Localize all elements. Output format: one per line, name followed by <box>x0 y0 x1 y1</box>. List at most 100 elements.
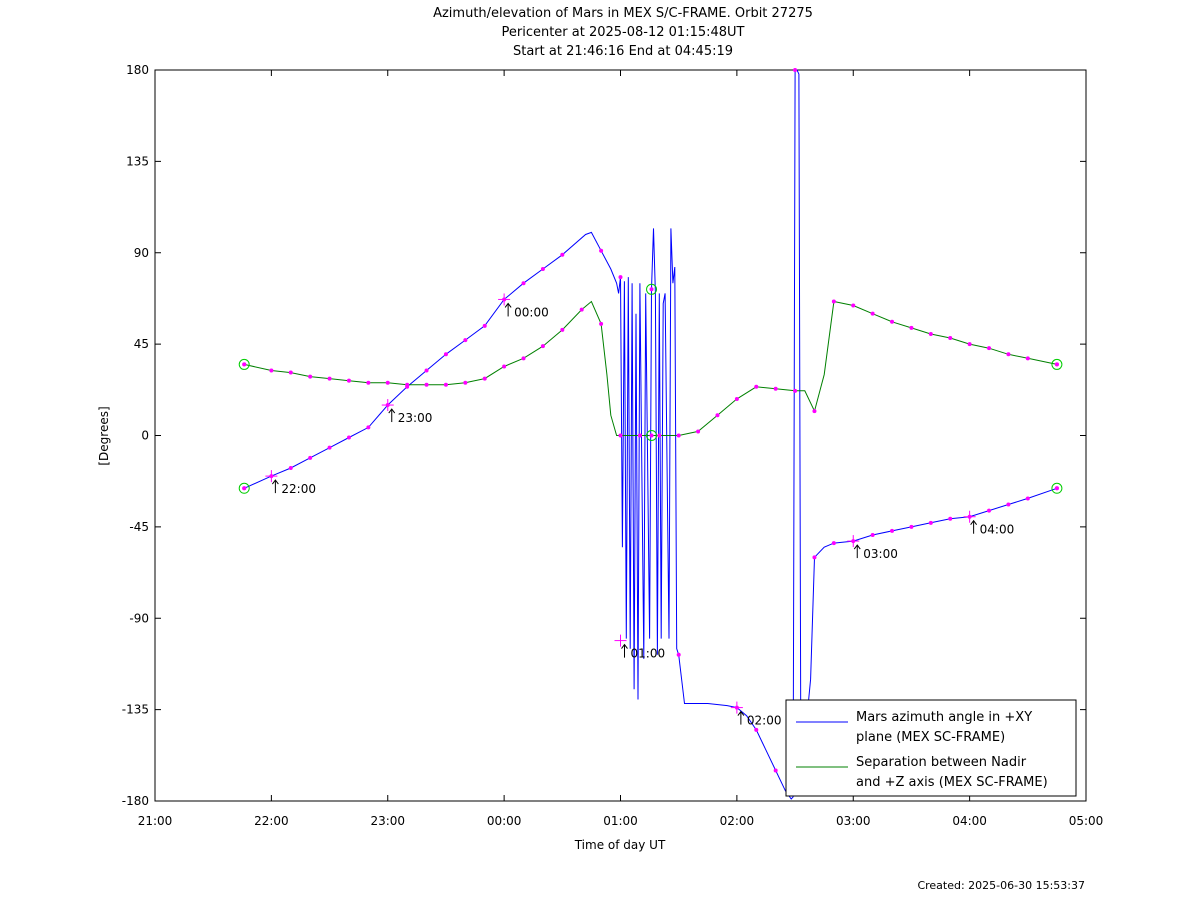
y-tick-label: 180 <box>126 63 149 77</box>
chart-title: Azimuth/elevation of Mars in MEX S/C-FRA… <box>433 6 813 59</box>
hour-arrow-head <box>504 302 512 308</box>
endpoint-dot <box>1054 486 1059 491</box>
y-tick-label: -180 <box>122 794 149 808</box>
series-marker-azimuth <box>1025 496 1030 501</box>
hour-arrow-head <box>271 479 279 485</box>
endpoint-dot <box>242 486 247 491</box>
series-marker-azimuth <box>870 532 875 537</box>
series-marker-separation <box>948 336 953 341</box>
series-marker-azimuth <box>424 368 429 373</box>
x-axis: 21:00 22:00 23:00 00:00 01:00 02:00 03:00 04:00… <box>138 70 1104 828</box>
series-marker-separation <box>773 386 778 391</box>
series-marker-azimuth <box>793 68 798 72</box>
series-marker-azimuth <box>521 281 526 286</box>
series-marker-separation <box>1025 356 1030 361</box>
endpoint-dot <box>649 433 654 438</box>
series-marker-azimuth <box>560 252 565 257</box>
x-tick-label: 04:00 <box>952 814 987 828</box>
series-marker-separation <box>870 311 875 316</box>
x-tick-label: 00:00 <box>487 814 522 828</box>
series-marker-azimuth <box>676 652 681 657</box>
endpoint-circle <box>646 430 658 441</box>
series-marker-azimuth <box>346 435 351 440</box>
endpoint-circle <box>238 482 250 494</box>
series-marker-separation <box>967 342 972 347</box>
x-tick-label: 23:00 <box>370 814 405 828</box>
x-tick-label: 22:00 <box>254 814 289 828</box>
series-marker-separation <box>909 325 914 330</box>
hour-annotations: 22:00 23:00 00:00 01:00 02:00 03:00 04:00 <box>238 283 1063 728</box>
y-tick-label: -90 <box>129 611 149 625</box>
series-marker-separation <box>288 370 293 375</box>
series-marker-separation <box>521 356 526 361</box>
series-marker-separation <box>502 364 507 369</box>
series-marker-separation <box>443 382 448 387</box>
series-marker-azimuth <box>540 266 545 271</box>
y-axis: 180 135 90 45 0 -45 -90 -135 -180 <box>122 63 1086 808</box>
series-marker-separation <box>657 433 662 438</box>
y-tick-label: 0 <box>141 429 149 443</box>
series-marker-azimuth <box>773 768 778 773</box>
hour-annotation-label: 04:00 <box>980 523 1015 537</box>
title-line-2: Pericenter at 2025-08-12 01:15:48UT <box>501 25 744 40</box>
series-marker-separation <box>831 299 836 304</box>
series-marker-azimuth <box>909 524 914 529</box>
series-marker-separation <box>560 327 565 332</box>
series-marker-separation <box>463 380 468 385</box>
series-marker-separation <box>269 368 274 373</box>
hour-annotation-label: 22:00 <box>281 482 316 496</box>
series-marker-azimuth <box>831 541 836 546</box>
endpoint-circle <box>1051 358 1063 370</box>
series-marker-separation <box>734 396 739 401</box>
x-tick-label: 01:00 <box>603 814 638 828</box>
hour-annotation-label: 01:00 <box>631 647 666 661</box>
hour-arrow-head <box>621 643 628 649</box>
series-marker-separation <box>424 382 429 387</box>
series-marker-separation <box>793 388 798 393</box>
series-marker-azimuth <box>812 555 817 560</box>
series-marker-separation <box>540 344 545 349</box>
title-line-1: Azimuth/elevation of Mars in MEX S/C-FRA… <box>433 6 813 21</box>
series-line-azimuth <box>243 69 1058 800</box>
series-marker-azimuth <box>366 425 371 430</box>
series-marker-separation <box>637 433 642 438</box>
endpoint-circle <box>646 283 658 295</box>
legend-label-azimuth-line-1: Mars azimuth angle in +XY <box>856 710 1032 725</box>
legend: Mars azimuth angle in +XY plane (MEX SC-… <box>785 699 1077 797</box>
series-marker-azimuth <box>987 508 992 513</box>
series-marker-azimuth <box>443 352 448 357</box>
series-marker-separation <box>696 429 701 434</box>
series-marker-separation <box>579 307 584 312</box>
series-marker-separation <box>366 380 371 385</box>
series-marker-separation <box>308 374 313 379</box>
series-marker-azimuth <box>308 455 313 460</box>
series-marker-separation <box>676 433 681 438</box>
y-tick-label: 135 <box>126 154 149 168</box>
series-marker-separation <box>327 376 332 381</box>
legend-box <box>785 699 1077 797</box>
endpoint-dot <box>649 287 654 292</box>
hour-arrow-head <box>970 519 978 526</box>
hour-annotation-label: 23:00 <box>398 411 433 425</box>
created-timestamp: Created: 2025-06-30 15:53:37 <box>917 879 1085 892</box>
series-marker-azimuth <box>599 248 604 253</box>
legend-label-azimuth-line-2: plane (MEX SC-FRAME) <box>856 730 1005 745</box>
legend-label-separation-line-1: Separation between Nadir <box>856 755 1027 770</box>
series-marker-azimuth <box>482 323 487 328</box>
hour-arrow-head <box>737 710 745 716</box>
x-tick-label: 05:00 <box>1069 814 1104 828</box>
y-tick-label: 90 <box>134 246 149 260</box>
y-axis-label: [Degrees] <box>97 406 111 465</box>
title-line-3: Start at 21:46:16 End at 04:45:19 <box>513 44 733 59</box>
hour-annotation-label: 03:00 <box>863 547 898 561</box>
series-marker-separation <box>405 382 410 387</box>
hour-annotation-label: 02:00 <box>747 714 782 728</box>
hour-arrow-head <box>853 544 861 550</box>
endpoint-circle <box>238 358 250 370</box>
series-marker-separation <box>482 376 487 381</box>
series-marker-separation <box>346 378 351 383</box>
x-tick-label: 21:00 <box>138 814 173 828</box>
series-marker-azimuth <box>463 338 468 343</box>
marker-layer <box>242 68 1059 773</box>
